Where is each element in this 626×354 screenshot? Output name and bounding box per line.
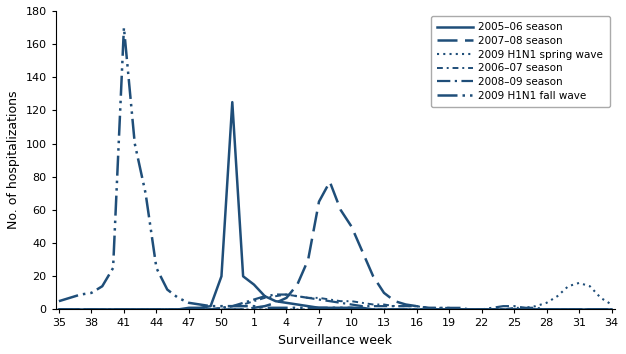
2009 H1N1 spring wave (250, 307, 258, 312)
2008–09 season (575, 307, 583, 312)
2007–08 season (250, 306, 258, 310)
2005–06 season (55, 307, 63, 312)
2009 H1N1 spring wave (608, 302, 615, 307)
2009 H1N1 spring wave (565, 284, 572, 289)
2009 H1N1 fall wave (261, 306, 269, 310)
2006–07 season (250, 299, 258, 303)
2007–08 season (98, 307, 106, 312)
2007–08 season (55, 307, 63, 312)
2009 H1N1 fall wave (326, 306, 334, 310)
2009 H1N1 spring wave (98, 307, 106, 312)
2008–09 season (402, 304, 409, 308)
2006–07 season (608, 307, 615, 312)
2009 H1N1 fall wave (434, 307, 442, 312)
2006–07 season (98, 307, 106, 312)
2005–06 season (98, 307, 106, 312)
2009 H1N1 fall wave (369, 307, 377, 312)
2005–06 season (402, 307, 409, 312)
2008–09 season (98, 307, 106, 312)
2007–08 season (608, 307, 615, 312)
2008–09 season (326, 299, 334, 303)
Line: 2007–08 season: 2007–08 season (59, 182, 612, 309)
2009 H1N1 fall wave (55, 299, 63, 303)
2009 H1N1 fall wave (120, 25, 128, 30)
2006–07 season (283, 292, 290, 297)
2008–09 season (272, 292, 279, 297)
2009 H1N1 fall wave (608, 307, 615, 312)
2007–08 season (402, 302, 409, 307)
2005–06 season (261, 294, 269, 298)
2007–08 season (575, 307, 583, 312)
2005–06 season (228, 100, 236, 104)
2006–07 season (575, 307, 583, 312)
Line: 2005–06 season: 2005–06 season (59, 102, 612, 309)
2009 H1N1 spring wave (316, 307, 323, 312)
2005–06 season (575, 307, 583, 312)
2009 H1N1 spring wave (575, 281, 583, 285)
2008–09 season (424, 306, 431, 310)
2009 H1N1 spring wave (413, 307, 420, 312)
2005–06 season (424, 307, 431, 312)
2006–07 season (402, 304, 409, 308)
2008–09 season (250, 297, 258, 302)
2008–09 season (55, 307, 63, 312)
2009 H1N1 fall wave (413, 307, 420, 312)
2007–08 season (424, 306, 431, 310)
2009 H1N1 spring wave (55, 307, 63, 312)
2005–06 season (326, 306, 334, 310)
2007–08 season (316, 200, 323, 204)
Y-axis label: No. of hospitalizations: No. of hospitalizations (7, 91, 20, 229)
2009 H1N1 fall wave (98, 284, 106, 289)
Legend: 2005–06 season, 2007–08 season, 2009 H1N1 spring wave, 2006–07 season, 2008–09 s: 2005–06 season, 2007–08 season, 2009 H1N… (431, 16, 610, 107)
Line: 2008–09 season: 2008–09 season (59, 295, 612, 309)
X-axis label: Surveillance week: Surveillance week (278, 334, 393, 347)
2009 H1N1 fall wave (359, 307, 366, 312)
Line: 2009 H1N1 fall wave: 2009 H1N1 fall wave (59, 28, 612, 309)
2009 H1N1 spring wave (391, 307, 399, 312)
Line: 2009 H1N1 spring wave: 2009 H1N1 spring wave (59, 283, 612, 309)
2008–09 season (608, 307, 615, 312)
Line: 2006–07 season: 2006–07 season (59, 295, 612, 309)
2006–07 season (326, 297, 334, 302)
2007–08 season (326, 179, 334, 184)
2005–06 season (608, 307, 615, 312)
2006–07 season (55, 307, 63, 312)
2006–07 season (424, 306, 431, 310)
